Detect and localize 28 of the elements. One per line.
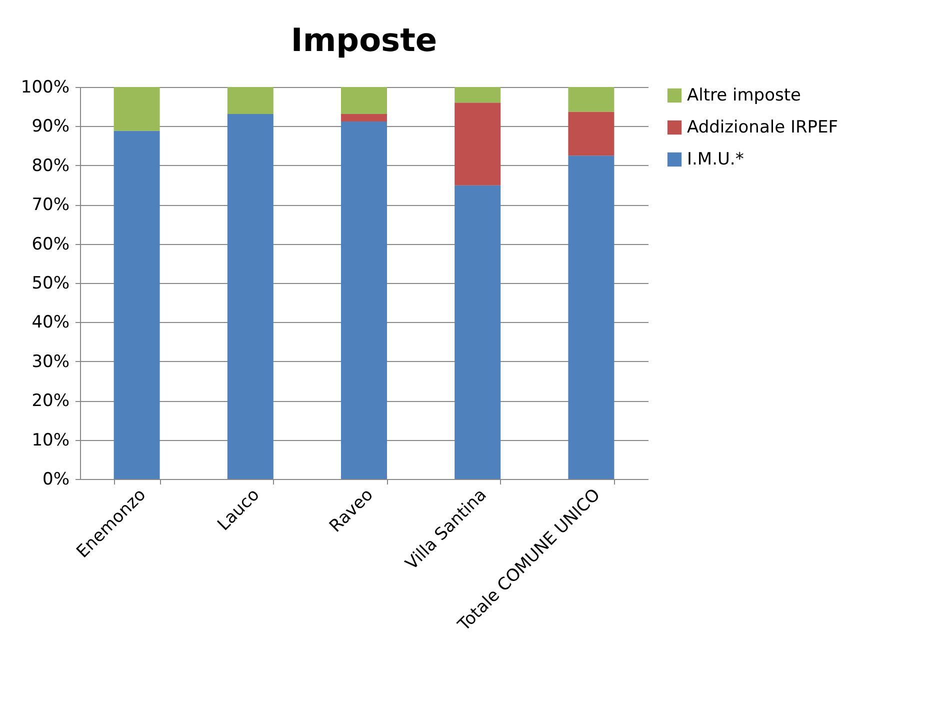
y-tick-label: 60% (32, 234, 70, 254)
bar (114, 130, 160, 479)
bar (341, 114, 387, 122)
bar (227, 114, 274, 479)
y-tick-label: 0% (42, 470, 70, 490)
bar (341, 121, 387, 479)
y-tick-label: 100% (20, 78, 70, 98)
y-tick-label: 90% (32, 116, 70, 137)
y-tick-label: 20% (32, 391, 70, 412)
bar (227, 87, 274, 114)
y-tick-label: 30% (32, 352, 70, 372)
legend-label: Addizionale IRPEF (687, 118, 838, 138)
legend-label: I.M.U.* (687, 150, 744, 170)
y-tick-label: 40% (32, 312, 70, 333)
y-tick-label: 10% (32, 430, 70, 450)
bar (114, 87, 160, 131)
bar (568, 87, 614, 112)
bar (568, 156, 614, 479)
bar (454, 185, 501, 479)
bar (341, 87, 387, 114)
legend-label: Altre imposte (687, 86, 801, 106)
chart-title: Imposte (290, 21, 438, 59)
y-tick-label: 80% (32, 156, 70, 176)
bar (454, 102, 501, 186)
y-tick-label: 70% (32, 195, 70, 216)
y-tick-label: 50% (32, 274, 70, 294)
bar (454, 87, 501, 103)
bar (568, 112, 614, 156)
